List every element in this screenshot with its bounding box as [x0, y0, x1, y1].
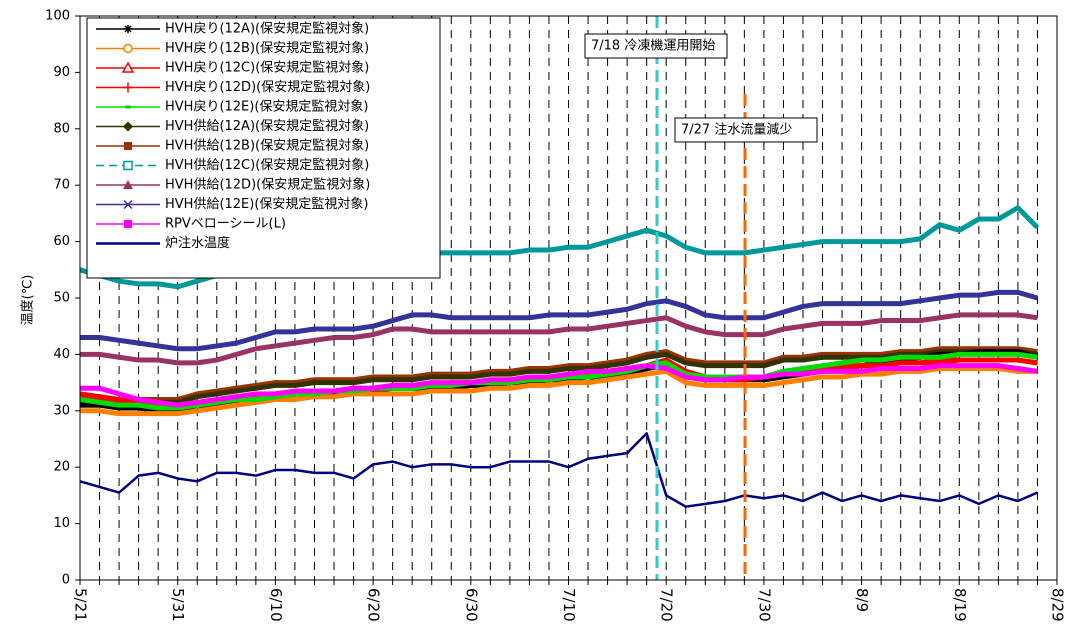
marker: [124, 220, 132, 228]
legend-label: HVH戻り(12B)(保安規定監視対象): [165, 40, 369, 56]
x-tick-label: 8/19: [951, 588, 969, 622]
x-tick-label: 7/20: [658, 588, 676, 622]
marker: [123, 180, 133, 189]
y-tick-label: 20: [53, 460, 70, 475]
marker: [123, 121, 133, 132]
legend-label: HVH供給(12A)(保安規定監視対象): [165, 118, 369, 134]
legend-marker: [123, 121, 133, 132]
x-tick-label: 5/31: [169, 588, 187, 622]
marker: [123, 43, 133, 54]
axes: 5/21 5/31 6/10 6/20 6/30 7/10 7/20 7/30 8/9 8/19 8…: [45, 9, 1066, 622]
series-line: [80, 366, 1038, 417]
x-tick-label: 7/10: [560, 588, 578, 622]
marker: [124, 25, 132, 33]
series-line: [80, 363, 1038, 408]
annotation: 7/27 注水流量減少: [681, 122, 792, 138]
legend-label: HVH戻り(12D)(保安規定監視対象): [165, 79, 370, 95]
y-tick-label: 40: [53, 347, 70, 362]
marker: [121, 61, 135, 73]
legend-marker: [123, 82, 133, 93]
x-tick-label: 7/30: [755, 588, 773, 622]
y-tick-label: 70: [53, 178, 70, 193]
marker: [124, 142, 132, 150]
series-line: [80, 289, 1039, 352]
annotation-box: [584, 33, 728, 59]
series-line: [79, 432, 1038, 508]
legend-label: RPVベローシール(L): [165, 217, 286, 232]
y-tick-label: 90: [53, 65, 70, 80]
marker: [123, 160, 133, 171]
y-tick-label: 60: [53, 234, 70, 249]
legend-marker: [124, 142, 132, 150]
legend-marker: [123, 180, 133, 189]
legend-marker: [124, 25, 132, 33]
legend-label: HVH供給(12E)(保安規定監視対象): [165, 196, 369, 212]
legend-marker: [124, 220, 132, 228]
legend-marker: [123, 199, 133, 210]
legend-items: HVH戻り(12A)(保安規定監視対象) HVH戻り(12B)(保安規定監視対象)…: [96, 21, 370, 251]
annotation-box: [674, 117, 818, 143]
legend-label: HVH戻り(12C)(保安規定監視対象): [165, 60, 369, 76]
x-tick-label: 6/30: [462, 588, 480, 622]
series-line: [80, 349, 1038, 408]
y-tick-label: 80: [53, 121, 70, 136]
legend: [86, 17, 441, 279]
y-tick-label: 10: [53, 516, 70, 531]
legend-label: HVH供給(12B)(保安規定監視対象): [165, 138, 369, 154]
y-tick-label: 30: [53, 403, 70, 418]
annotation: 7/18 冷凍機運用開始: [591, 38, 715, 54]
legend-marker: [121, 61, 135, 73]
x-tick-label: 8/29: [1049, 588, 1067, 622]
legend-label: HVH供給(12D)(保安規定監視対象): [165, 177, 370, 193]
x-tick-label: 5/21: [72, 588, 90, 622]
legend-marker: [123, 160, 133, 171]
marker: [123, 82, 133, 93]
x-tick-label: 8/9: [853, 588, 871, 612]
legend-label: HVH戻り(12E)(保安規定監視対象): [165, 99, 369, 115]
y-axis-label: 温度(℃): [20, 275, 36, 326]
series-line: [80, 346, 1038, 405]
y-tick-label: 50: [53, 291, 70, 306]
series-line: [80, 312, 1038, 366]
legend-label: HVH供給(12C)(保安規定監視対象): [165, 157, 369, 173]
y-tick-label: 100: [45, 9, 70, 24]
x-tick-label: 6/20: [365, 588, 383, 622]
series-line: [79, 351, 1038, 411]
y-tick-label: 0: [62, 573, 70, 588]
plot-frame: [79, 15, 1058, 581]
legend-marker: [123, 43, 133, 54]
legend-label: 炉注水温度: [165, 235, 230, 251]
legend-label: HVH戻り(12A)(保安規定監視対象): [165, 21, 369, 37]
marker: [123, 199, 133, 210]
x-tick-label: 6/10: [267, 588, 285, 622]
